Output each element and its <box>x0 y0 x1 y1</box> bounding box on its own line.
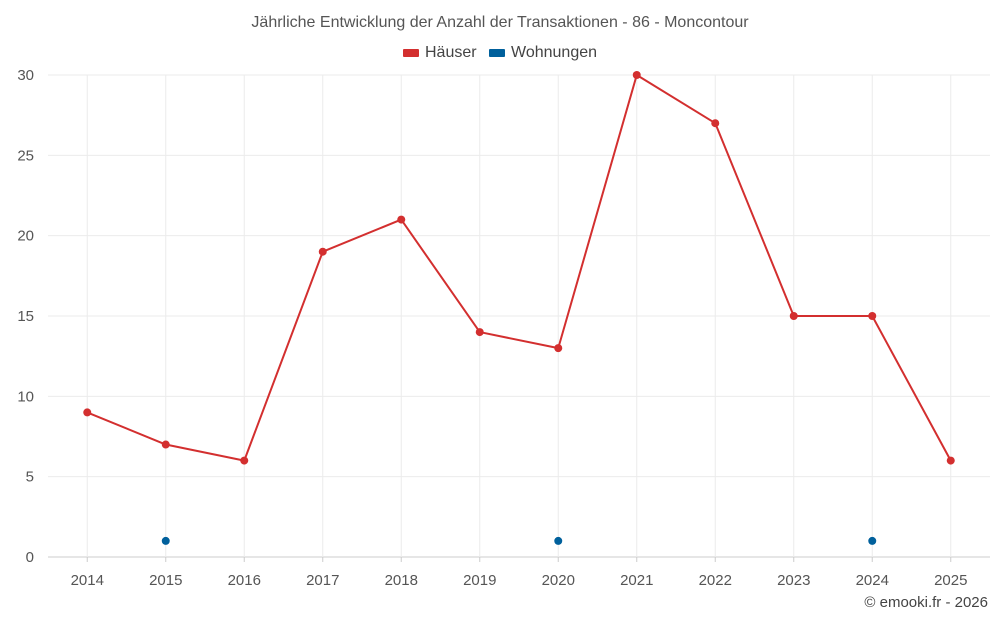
x-tick-label-2023: 2023 <box>777 572 810 589</box>
credit-text: © emooki.fr - 2026 <box>864 594 988 611</box>
legend-swatch-wohnungen <box>489 49 506 57</box>
chart-title: Jährliche Entwicklung der Anzahl der Tra… <box>251 14 749 31</box>
data-point-haeuser-2018 <box>397 215 406 224</box>
x-tick-label-2017: 2017 <box>306 572 339 589</box>
data-point-haeuser-2024 <box>868 312 877 320</box>
x-tick-label-2020: 2020 <box>542 572 575 589</box>
data-point-wohnungen-2020 <box>554 536 563 545</box>
x-tick-label-2015: 2015 <box>149 572 182 589</box>
y-tick-label-20: 20 <box>17 228 34 245</box>
y-tick-label-5: 5 <box>26 469 34 486</box>
data-point-wohnungen-2015 <box>161 536 170 545</box>
x-tick-label-2022: 2022 <box>699 572 732 589</box>
data-point-haeuser-2015 <box>161 440 170 449</box>
y-tick-label-30: 30 <box>17 67 34 84</box>
y-tick-label-25: 25 <box>17 147 34 164</box>
data-point-haeuser-2025 <box>946 456 955 465</box>
chart-legend: Häuser Wohnungen <box>0 44 1000 62</box>
x-tick-label-2021: 2021 <box>620 572 653 589</box>
x-tick-label-2019: 2019 <box>463 572 496 589</box>
x-tick-label-2018: 2018 <box>385 572 418 589</box>
x-tick-label-2016: 2016 <box>228 572 261 589</box>
x-tick-label-2024: 2024 <box>856 572 889 589</box>
data-point-haeuser-2022 <box>711 119 720 128</box>
y-tick-label-15: 15 <box>17 308 34 325</box>
data-point-haeuser-2019 <box>475 328 484 337</box>
data-point-haeuser-2021 <box>632 71 641 79</box>
data-point-haeuser-2023 <box>789 312 798 320</box>
y-axis: 0 5 10 15 20 25 30 <box>17 67 34 566</box>
x-tick-label-2025: 2025 <box>934 572 967 589</box>
x-axis: 2014 2015 2016 2017 2018 2019 2020 2021 2022 2023… <box>71 557 967 589</box>
legend-label-wohnungen: Wohnungen <box>511 44 598 61</box>
grid-lines <box>48 74 990 558</box>
legend-item-wohnungen[interactable]: Wohnungen <box>489 44 597 62</box>
y-tick-label-10: 10 <box>17 388 34 405</box>
data-point-haeuser-2020 <box>554 344 563 353</box>
data-point-haeuser-2017 <box>318 247 327 256</box>
data-point-haeuser-2014 <box>83 408 92 417</box>
x-tick-label-2014: 2014 <box>71 572 104 589</box>
legend-swatch-haeuser <box>402 49 419 57</box>
legend-label-haeuser: Häuser <box>424 44 477 61</box>
data-point-haeuser-2016 <box>240 456 249 465</box>
legend-item-haeuser[interactable]: Häuser <box>402 44 477 62</box>
data-point-wohnungen-2024 <box>868 536 877 545</box>
y-tick-label-0: 0 <box>26 549 34 566</box>
series-layer <box>83 71 955 545</box>
series-line-haeuser-0 <box>86 74 952 462</box>
